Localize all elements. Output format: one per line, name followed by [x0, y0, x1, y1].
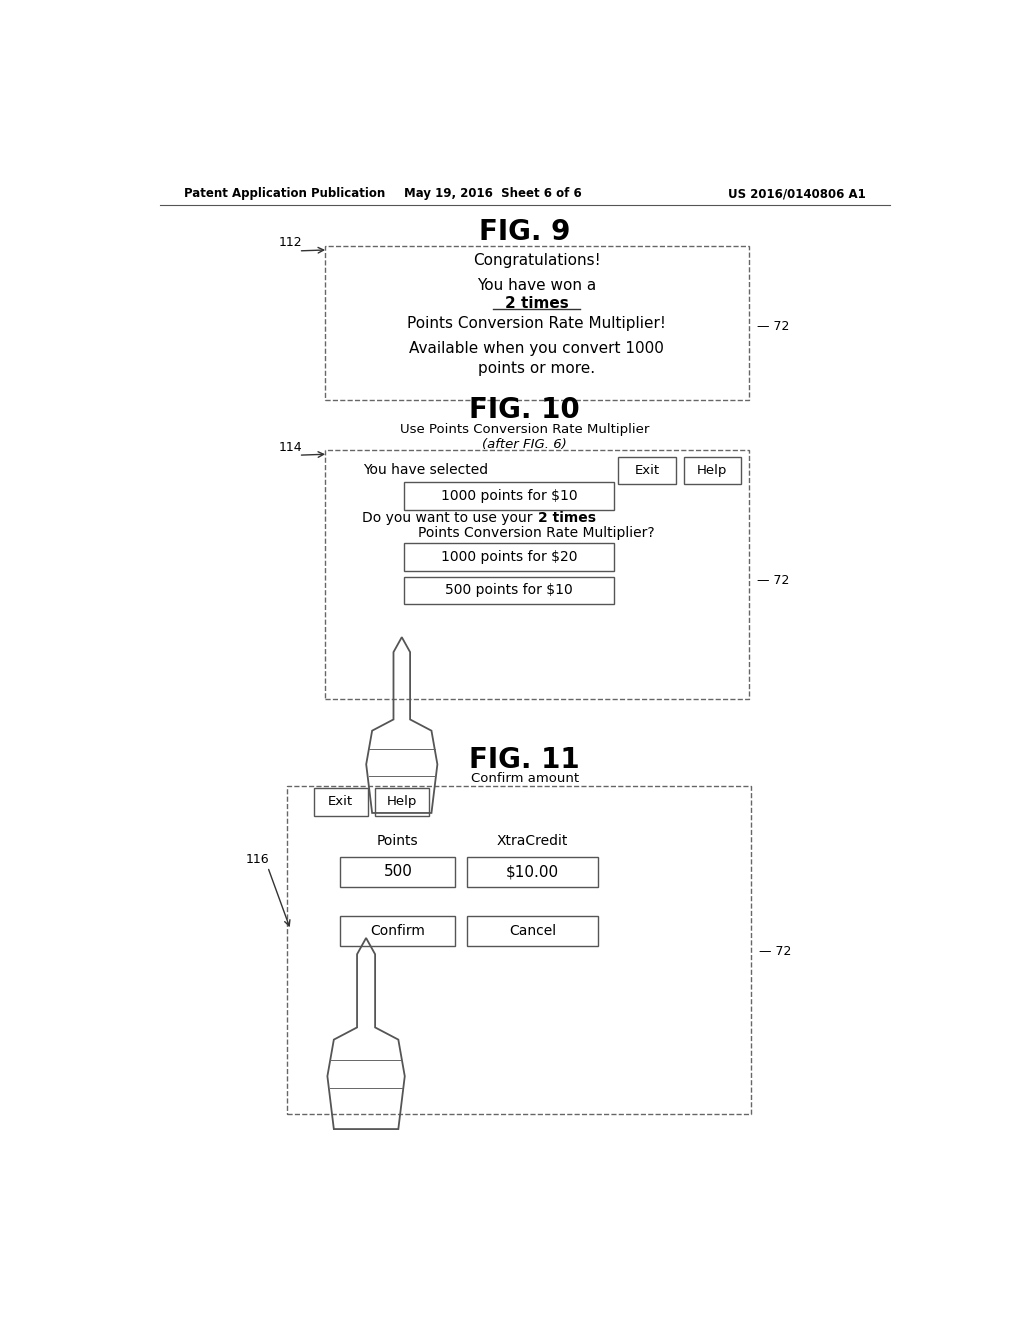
Bar	[340, 857, 456, 887]
Text: Help: Help	[697, 463, 727, 477]
Text: Help: Help	[387, 795, 417, 808]
Text: (after FIG. 6): (after FIG. 6)	[482, 437, 567, 450]
Bar	[325, 450, 750, 700]
Text: 112: 112	[279, 236, 302, 249]
Text: You have won a: You have won a	[477, 279, 596, 293]
Bar	[403, 543, 614, 570]
Text: You have selected: You have selected	[364, 463, 488, 478]
Text: Points Conversion Rate Multiplier?: Points Conversion Rate Multiplier?	[419, 527, 655, 540]
Text: Do you want to use your: Do you want to use your	[361, 511, 537, 525]
Text: FIG. 11: FIG. 11	[469, 746, 581, 774]
Text: 114: 114	[279, 441, 302, 454]
Text: 1000 points for $20: 1000 points for $20	[440, 550, 578, 564]
Bar	[618, 457, 676, 484]
Text: May 19, 2016  Sheet 6 of 6: May 19, 2016 Sheet 6 of 6	[404, 187, 582, 201]
Text: FIG. 10: FIG. 10	[469, 396, 581, 425]
Text: Exit: Exit	[328, 795, 353, 808]
Text: 500: 500	[383, 865, 413, 879]
Text: Points Conversion Rate Multiplier!: Points Conversion Rate Multiplier!	[408, 315, 667, 330]
Text: Exit: Exit	[635, 463, 659, 477]
Bar	[403, 482, 614, 510]
Text: FIG. 9: FIG. 9	[479, 218, 570, 246]
Bar	[684, 457, 740, 484]
Bar	[467, 857, 598, 887]
Text: Available when you convert 1000: Available when you convert 1000	[410, 341, 665, 356]
Bar	[375, 788, 429, 816]
Text: points or more.: points or more.	[478, 362, 595, 376]
Text: Confirm amount: Confirm amount	[471, 772, 579, 785]
Text: — 72: — 72	[758, 319, 790, 333]
Bar	[313, 788, 368, 816]
Text: XtraCredit: XtraCredit	[497, 834, 568, 849]
Bar	[340, 916, 456, 946]
Bar	[467, 916, 598, 946]
Bar	[325, 246, 750, 400]
Text: Points: Points	[377, 834, 419, 849]
Text: US 2016/0140806 A1: US 2016/0140806 A1	[728, 187, 866, 201]
Text: $10.00: $10.00	[506, 865, 559, 879]
Bar	[403, 577, 614, 605]
Text: — 72: — 72	[759, 945, 792, 958]
Text: Confirm: Confirm	[371, 924, 425, 939]
Text: Patent Application Publication: Patent Application Publication	[183, 187, 385, 201]
Text: 2 times: 2 times	[505, 296, 568, 312]
Text: 2 times: 2 times	[539, 511, 596, 525]
Text: 1000 points for $10: 1000 points for $10	[440, 488, 578, 503]
Text: 116: 116	[246, 853, 269, 866]
Text: Cancel: Cancel	[509, 924, 556, 939]
Text: Use Points Conversion Rate Multiplier: Use Points Conversion Rate Multiplier	[400, 424, 649, 437]
Text: — 72: — 72	[758, 574, 790, 586]
Text: 500 points for $10: 500 points for $10	[445, 583, 572, 598]
Bar	[287, 785, 751, 1114]
Text: Congratulations!: Congratulations!	[473, 252, 600, 268]
